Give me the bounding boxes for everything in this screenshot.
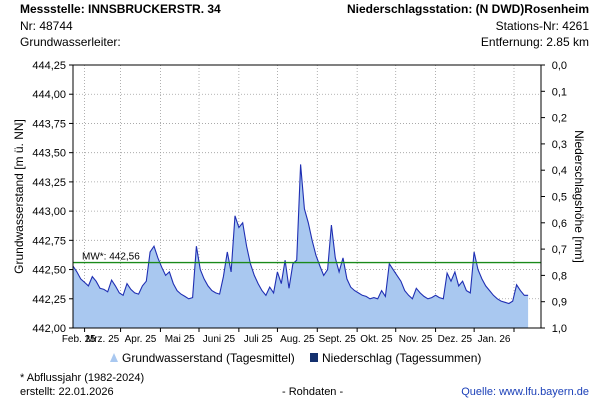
x-tick-label: Juni 25 (203, 334, 236, 345)
x-tick-label: Nov. 25 (399, 334, 433, 345)
y2-axis-title: Niederschlagshöhe [mm] (572, 130, 586, 263)
x-tick-label: Juli 25 (244, 334, 273, 345)
series-layer (72, 164, 529, 328)
y2-tick-label: 0,6 (552, 218, 567, 230)
y2-tick-label: 0,9 (552, 297, 567, 309)
x-tick-label: Jan. 26 (478, 334, 511, 345)
axes: 444,25 444,00 443,75 443,50 443,25 443,00 442,… (12, 60, 586, 345)
aquifer-label: Grundwasserleiter: (20, 35, 121, 49)
x-tick-label: Apr. 25 (125, 334, 157, 345)
x-tick-label: Mai 25 (165, 334, 195, 345)
y2-tick-label: 0,8 (552, 270, 567, 282)
y-tick-label: 442,25 (32, 294, 66, 306)
footnote: * Abflussjahr (1982-2024) (20, 372, 145, 384)
station-number: Nr: 48744 (20, 19, 73, 33)
y-tick-label: 444,00 (32, 89, 66, 101)
raw-data-label: - Rohdaten - (282, 386, 344, 398)
mean-label: MW*: 442,56 (82, 252, 140, 263)
x-tick-label: Sept. 25 (319, 334, 357, 345)
y-tick-label: 443,50 (32, 148, 66, 160)
legend-label-precipitation: Niederschlag (Tagessummen) (322, 351, 482, 365)
source-link[interactable]: Quelle: www.lfu.bayern.de (461, 386, 589, 398)
mean-layer: MW*: 442,56 (73, 252, 541, 264)
y-tick-label: 443,00 (32, 206, 66, 218)
x-tick-label: Aug. 25 (280, 334, 315, 345)
precip-station-label: Niederschlagsstation: (N DWD)Rosenheim (346, 2, 589, 16)
y2-tick-label: 0,0 (552, 60, 567, 72)
distance-label: Entfernung: 2.85 km (480, 35, 589, 49)
legend-swatch-groundwater (110, 353, 118, 362)
y2-tick-label: 1,0 (552, 323, 567, 335)
y-tick-label: 444,25 (32, 60, 66, 72)
y2-tick-label: 0,1 (552, 86, 567, 98)
y-tick-label: 442,75 (32, 235, 66, 247)
x-tick-label: Mrz. 25 (86, 334, 120, 345)
y2-tick-label: 0,2 (552, 113, 567, 125)
y2-tick-label: 0,3 (552, 139, 567, 151)
y-tick-label: 443,25 (32, 177, 66, 189)
created-date: erstellt: 22.01.2026 (20, 386, 114, 398)
legend-label-groundwater: Grundwasserstand (Tagesmittel) (122, 351, 295, 365)
y2-tick-label: 0,5 (552, 192, 567, 204)
station-label: Messstelle: INNSBRUCKERSTR. 34 (20, 2, 221, 16)
x-tick-label: Dez. 25 (438, 334, 473, 345)
y-tick-label: 443,75 (32, 118, 66, 130)
y-tick-label: 442,50 (32, 265, 66, 277)
y-tick-label: 442,00 (32, 323, 66, 335)
x-tick-label: Okt. 25 (360, 334, 393, 345)
y2-tick-label: 0,4 (552, 165, 567, 177)
legend-swatch-precipitation (310, 353, 318, 362)
y2-tick-label: 0,7 (552, 244, 567, 256)
x-tick-label: Feb. 25 (62, 334, 96, 345)
y-axis-title: Grundwasserstand [m ü. NN] (12, 119, 26, 274)
groundwater-line (72, 164, 529, 305)
precip-station-number: Stations-Nr: 4261 (495, 19, 589, 33)
groundwater-area (73, 164, 529, 328)
